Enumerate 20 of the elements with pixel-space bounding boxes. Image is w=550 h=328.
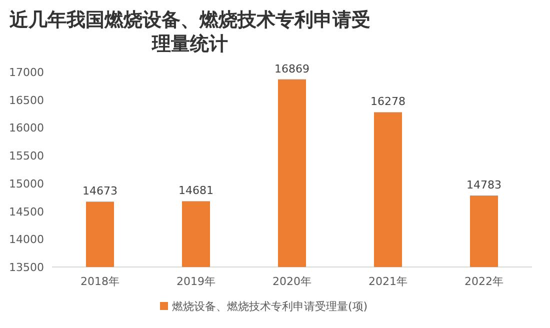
- x-tick-label: 2018年: [80, 275, 120, 288]
- y-tick-label: 14000: [9, 233, 44, 246]
- y-tick-label: 16000: [9, 122, 44, 135]
- data-label: 14681: [178, 184, 214, 198]
- y-tick-label: 17000: [9, 66, 44, 79]
- chart-title: 近几年我国燃烧设备、燃烧技术专利申请受理量统计: [8, 9, 370, 55]
- y-tick-label: 15000: [9, 177, 44, 190]
- data-label: 14783: [466, 178, 502, 192]
- x-tick-label: 2020年: [272, 275, 312, 288]
- data-label: 14673: [82, 184, 118, 198]
- x-tick-label: 2022年: [464, 275, 504, 288]
- x-tick-label: 2021年: [368, 275, 408, 288]
- legend-label: 燃烧设备、燃烧技术专利申请受理量(项): [172, 300, 368, 313]
- y-tick-label: 16500: [9, 94, 44, 107]
- x-tick-label: 2019年: [176, 275, 216, 288]
- data-label: 16869: [274, 62, 310, 76]
- y-tick-label: 13500: [9, 261, 44, 274]
- y-tick-label: 14500: [9, 205, 44, 218]
- y-tick-label: 15500: [9, 150, 44, 163]
- data-label: 16278: [370, 95, 406, 108]
